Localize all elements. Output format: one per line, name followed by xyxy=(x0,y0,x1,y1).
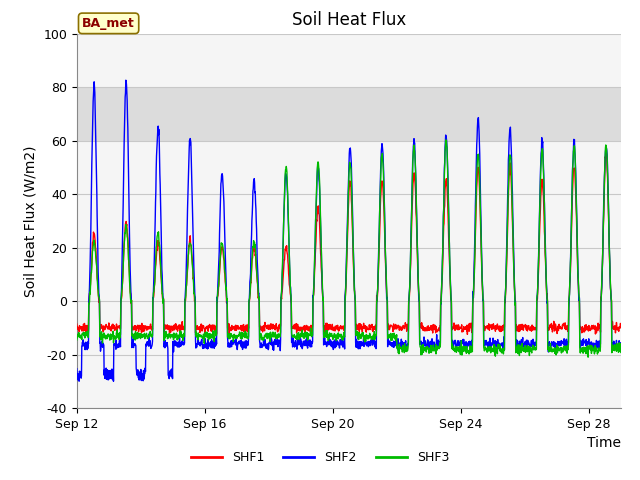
Line: SHF1: SHF1 xyxy=(77,154,621,335)
SHF1 xyxy=(497,328,505,334)
Line: SHF2: SHF2 xyxy=(77,80,621,381)
Bar xyxy=(77,87,621,141)
SHF2 xyxy=(122,77,130,83)
SHF3 xyxy=(88,261,95,267)
SHF2 xyxy=(88,161,95,167)
Line: SHF3: SHF3 xyxy=(77,140,621,357)
SHF1 xyxy=(73,321,81,327)
X-axis label: Time: Time xyxy=(587,436,621,450)
SHF2 xyxy=(163,342,171,348)
SHF3 xyxy=(73,337,81,343)
SHF3 xyxy=(209,328,217,334)
SHF1 xyxy=(209,326,217,332)
SHF3 xyxy=(584,354,592,360)
SHF2 xyxy=(498,340,506,346)
SHF2 xyxy=(109,378,117,384)
SHF1 xyxy=(617,324,625,330)
SHF1 xyxy=(365,322,373,328)
SHF1 xyxy=(201,332,209,337)
SHF1 xyxy=(194,326,202,332)
Title: Soil Heat Flux: Soil Heat Flux xyxy=(292,11,406,29)
SHF3 xyxy=(442,137,449,143)
SHF3 xyxy=(617,349,625,355)
Text: BA_met: BA_met xyxy=(82,17,135,30)
Y-axis label: Soil Heat Flux (W/m2): Soil Heat Flux (W/m2) xyxy=(24,145,38,297)
SHF2 xyxy=(73,366,81,372)
SHF2 xyxy=(210,343,218,348)
SHF2 xyxy=(366,339,374,345)
SHF2 xyxy=(195,336,202,341)
SHF3 xyxy=(497,348,505,353)
SHF1 xyxy=(603,151,611,156)
SHF3 xyxy=(163,333,170,338)
SHF1 xyxy=(163,326,170,332)
SHF3 xyxy=(194,333,202,338)
Legend: SHF1, SHF2, SHF3: SHF1, SHF2, SHF3 xyxy=(186,446,454,469)
SHF1 xyxy=(88,260,95,266)
SHF3 xyxy=(365,335,373,341)
SHF2 xyxy=(617,341,625,347)
